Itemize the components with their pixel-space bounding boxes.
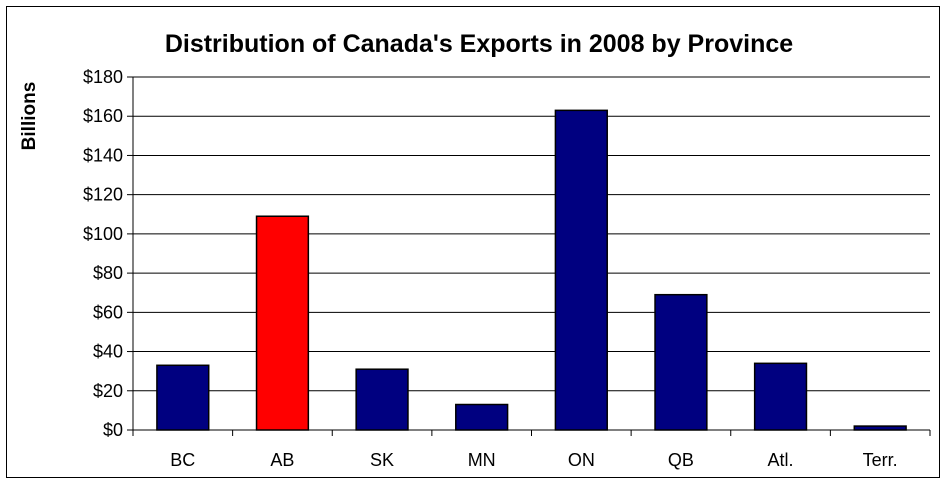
chart-title: Distribution of Canada's Exports in 2008… bbox=[165, 30, 793, 58]
bar-terr bbox=[853, 425, 907, 431]
bar-qb bbox=[654, 293, 708, 431]
bar-mn bbox=[455, 403, 509, 431]
x-tick-label-3: MN bbox=[468, 450, 496, 470]
y-tick-label-4: $80 bbox=[93, 263, 123, 283]
bar-sk bbox=[355, 368, 409, 431]
y-tick-label-9: $180 bbox=[83, 67, 123, 87]
x-tick-label-1: AB bbox=[270, 450, 294, 470]
bar-bc bbox=[156, 364, 210, 431]
x-tick-label-2: SK bbox=[370, 450, 394, 470]
y-tick-label-2: $40 bbox=[93, 342, 123, 362]
bar-atl bbox=[753, 362, 808, 431]
y-tick-label-8: $160 bbox=[83, 106, 123, 126]
y-tick-label-5: $100 bbox=[83, 224, 123, 244]
y-tick-label-3: $60 bbox=[93, 302, 123, 322]
x-tick-label-6: Atl. bbox=[768, 450, 794, 470]
bar-on bbox=[554, 109, 608, 431]
y-tick-label-7: $140 bbox=[83, 145, 123, 165]
y-tick-label-1: $20 bbox=[93, 381, 123, 401]
x-tick-label-7: Terr. bbox=[863, 450, 898, 470]
y-tick-label-6: $120 bbox=[83, 185, 123, 205]
x-tick-label-0: BC bbox=[170, 450, 195, 470]
bar-ab bbox=[255, 215, 310, 431]
x-tick-label-5: QB bbox=[668, 450, 694, 470]
y-tick-label-0: $0 bbox=[103, 420, 123, 440]
y-axis-label: Billions bbox=[19, 82, 40, 151]
x-tick-label-4: ON bbox=[568, 450, 595, 470]
